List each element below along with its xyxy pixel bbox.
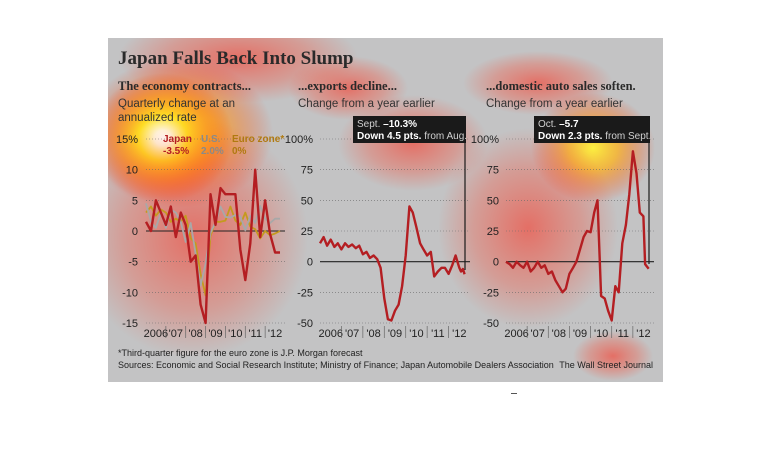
panel-title: The economy contracts... xyxy=(118,79,251,93)
svg-text:Down 2.3 pts. from Sept.: Down 2.3 pts. from Sept. xyxy=(538,131,651,142)
series-line-japan xyxy=(505,150,650,322)
x-tick-label: '12 xyxy=(268,328,282,340)
x-tick-label: 2006 xyxy=(504,328,528,340)
x-tick-label: '12 xyxy=(452,328,466,340)
y-tick-label: -25 xyxy=(483,287,499,299)
text-cursor xyxy=(511,393,517,394)
callout-change: Down 4.5 pts. xyxy=(357,131,422,142)
y-tick-label: -50 xyxy=(483,318,499,330)
callout-box xyxy=(353,116,466,143)
svg-text:Down 4.5 pts. from Aug.: Down 4.5 pts. from Aug. xyxy=(357,131,467,142)
sources: Sources: Economic and Social Research In… xyxy=(118,360,554,370)
callout-change-ref: from Aug. xyxy=(424,131,467,142)
x-tick-label: 2006 xyxy=(318,328,342,340)
callout-exports: Sept. –10.3% Down 4.5 pts. from Aug. xyxy=(353,116,467,270)
x-tick-labels: 2006'07 '08 '09 '10 '11 '12 xyxy=(318,326,466,340)
panel-title: ...domestic auto sales soften. xyxy=(486,79,636,93)
y-tick-label: -15 xyxy=(122,318,138,330)
x-tick-label: '09 xyxy=(388,328,402,340)
callout-value: –10.3% xyxy=(383,119,417,130)
y-tick-label: 0 xyxy=(307,257,313,269)
y-tick-label: 75 xyxy=(301,165,313,177)
callout-month: Sept. xyxy=(357,119,380,130)
y-tick-label: 100% xyxy=(471,134,499,146)
x-tick-label: '10 xyxy=(228,328,242,340)
credit: The Wall Street Journal xyxy=(559,360,653,370)
svg-text:Oct. –5.7: Oct. –5.7 xyxy=(538,119,579,130)
x-tick-label: '10 xyxy=(594,328,608,340)
heat-spot-panel3-lines xyxy=(438,128,618,328)
series-lines xyxy=(144,168,281,325)
series-line-japan xyxy=(144,168,280,325)
callout-value: –5.7 xyxy=(559,119,579,130)
chart-figure: Japan Falls Back Into Slump The economy … xyxy=(108,38,663,382)
y-tick-labels: 100% 75 50 25 0 -25 -50 xyxy=(285,134,313,330)
y-tick-label: 5 xyxy=(132,195,138,207)
panel-economy: The economy contracts... Quarterly chang… xyxy=(116,79,285,340)
y-tick-labels: 100% 75 50 25 0 -25 -50 xyxy=(471,134,499,330)
x-tick-label: '07 xyxy=(531,328,545,340)
panel-title: ...exports decline... xyxy=(298,79,397,93)
y-tick-label: 75 xyxy=(487,165,499,177)
callout-change-ref: from Sept. xyxy=(605,131,651,142)
series-lines xyxy=(318,205,466,322)
series-line-japan xyxy=(318,205,466,322)
x-tick-label: '11 xyxy=(616,328,630,340)
y-tick-label: 100% xyxy=(285,134,313,146)
panel-subtitle: Change from a year earlier xyxy=(486,98,623,110)
y-tick-label: 50 xyxy=(487,195,499,207)
legend-eurozone-label: Euro zone* xyxy=(232,134,284,145)
panel-subtitle: Quarterly change at an annualized rate xyxy=(118,98,235,124)
legend-japan-value: -3.5% xyxy=(163,146,189,157)
legend-japan-label: Japan xyxy=(163,134,192,145)
x-tick-label: '11 xyxy=(431,328,445,340)
y-tick-label: 15% xyxy=(116,134,138,146)
x-tick-label: '10 xyxy=(409,328,423,340)
x-tick-label: '09 xyxy=(573,328,587,340)
callout-auto-sales: Oct. –5.7 Down 2.3 pts. from Sept. xyxy=(534,116,651,264)
legend-eurozone-value: 0% xyxy=(232,146,247,157)
x-tick-label: '12 xyxy=(636,328,650,340)
y-tick-label: -5 xyxy=(128,257,138,269)
footnote: *Third-quarter figure for the euro zone … xyxy=(118,348,363,358)
y-tick-label: -25 xyxy=(297,287,313,299)
x-tick-label: '08 xyxy=(188,328,202,340)
x-tick-labels: 2006'07 '08 '09 '10 '11 '12 xyxy=(144,326,282,340)
x-tick-label: 2006 xyxy=(144,328,168,340)
callout-change: Down 2.3 pts. xyxy=(538,131,603,142)
panel-exports: ...exports decline... Change from a year… xyxy=(285,79,470,340)
x-tick-label: '11 xyxy=(248,328,262,340)
callout-month: Oct. xyxy=(538,119,556,130)
panel-auto-sales: ...domestic auto sales soften. Change fr… xyxy=(471,79,654,340)
y-tick-label: 25 xyxy=(301,226,313,238)
chart-svg: Japan Falls Back Into Slump The economy … xyxy=(108,38,655,381)
series-lines xyxy=(505,150,650,322)
y-tick-label: -10 xyxy=(122,287,138,299)
x-tick-label: '08 xyxy=(366,328,380,340)
page-title: Japan Falls Back Into Slump xyxy=(118,48,353,69)
y-tick-label: 0 xyxy=(493,257,499,269)
legend-us-label: U.S. xyxy=(201,134,221,145)
y-tick-label: 50 xyxy=(301,195,313,207)
x-tick-labels: 2006'07 '08 '09 '10 '11 '12 xyxy=(504,326,651,340)
legend: Japan -3.5% U.S. 2.0% Euro zone* 0% xyxy=(163,134,284,157)
y-tick-label: 25 xyxy=(487,226,499,238)
panel-subtitle: Change from a year earlier xyxy=(298,98,435,110)
x-tick-label: '07 xyxy=(169,328,183,340)
legend-us-value: 2.0% xyxy=(201,146,224,157)
y-tick-label: 10 xyxy=(126,165,138,177)
heat-spot-credit xyxy=(573,331,653,381)
x-tick-label: '07 xyxy=(345,328,359,340)
svg-text:Sept. –10.3%: Sept. –10.3% xyxy=(357,119,417,130)
callout-box xyxy=(534,116,650,143)
x-tick-label: '08 xyxy=(552,328,566,340)
x-tick-label: '09 xyxy=(208,328,222,340)
y-tick-labels: 15% 10 5 0 -5 -10 -15 xyxy=(116,134,138,330)
y-tick-label: -50 xyxy=(297,318,313,330)
y-tick-label: 0 xyxy=(132,226,138,238)
